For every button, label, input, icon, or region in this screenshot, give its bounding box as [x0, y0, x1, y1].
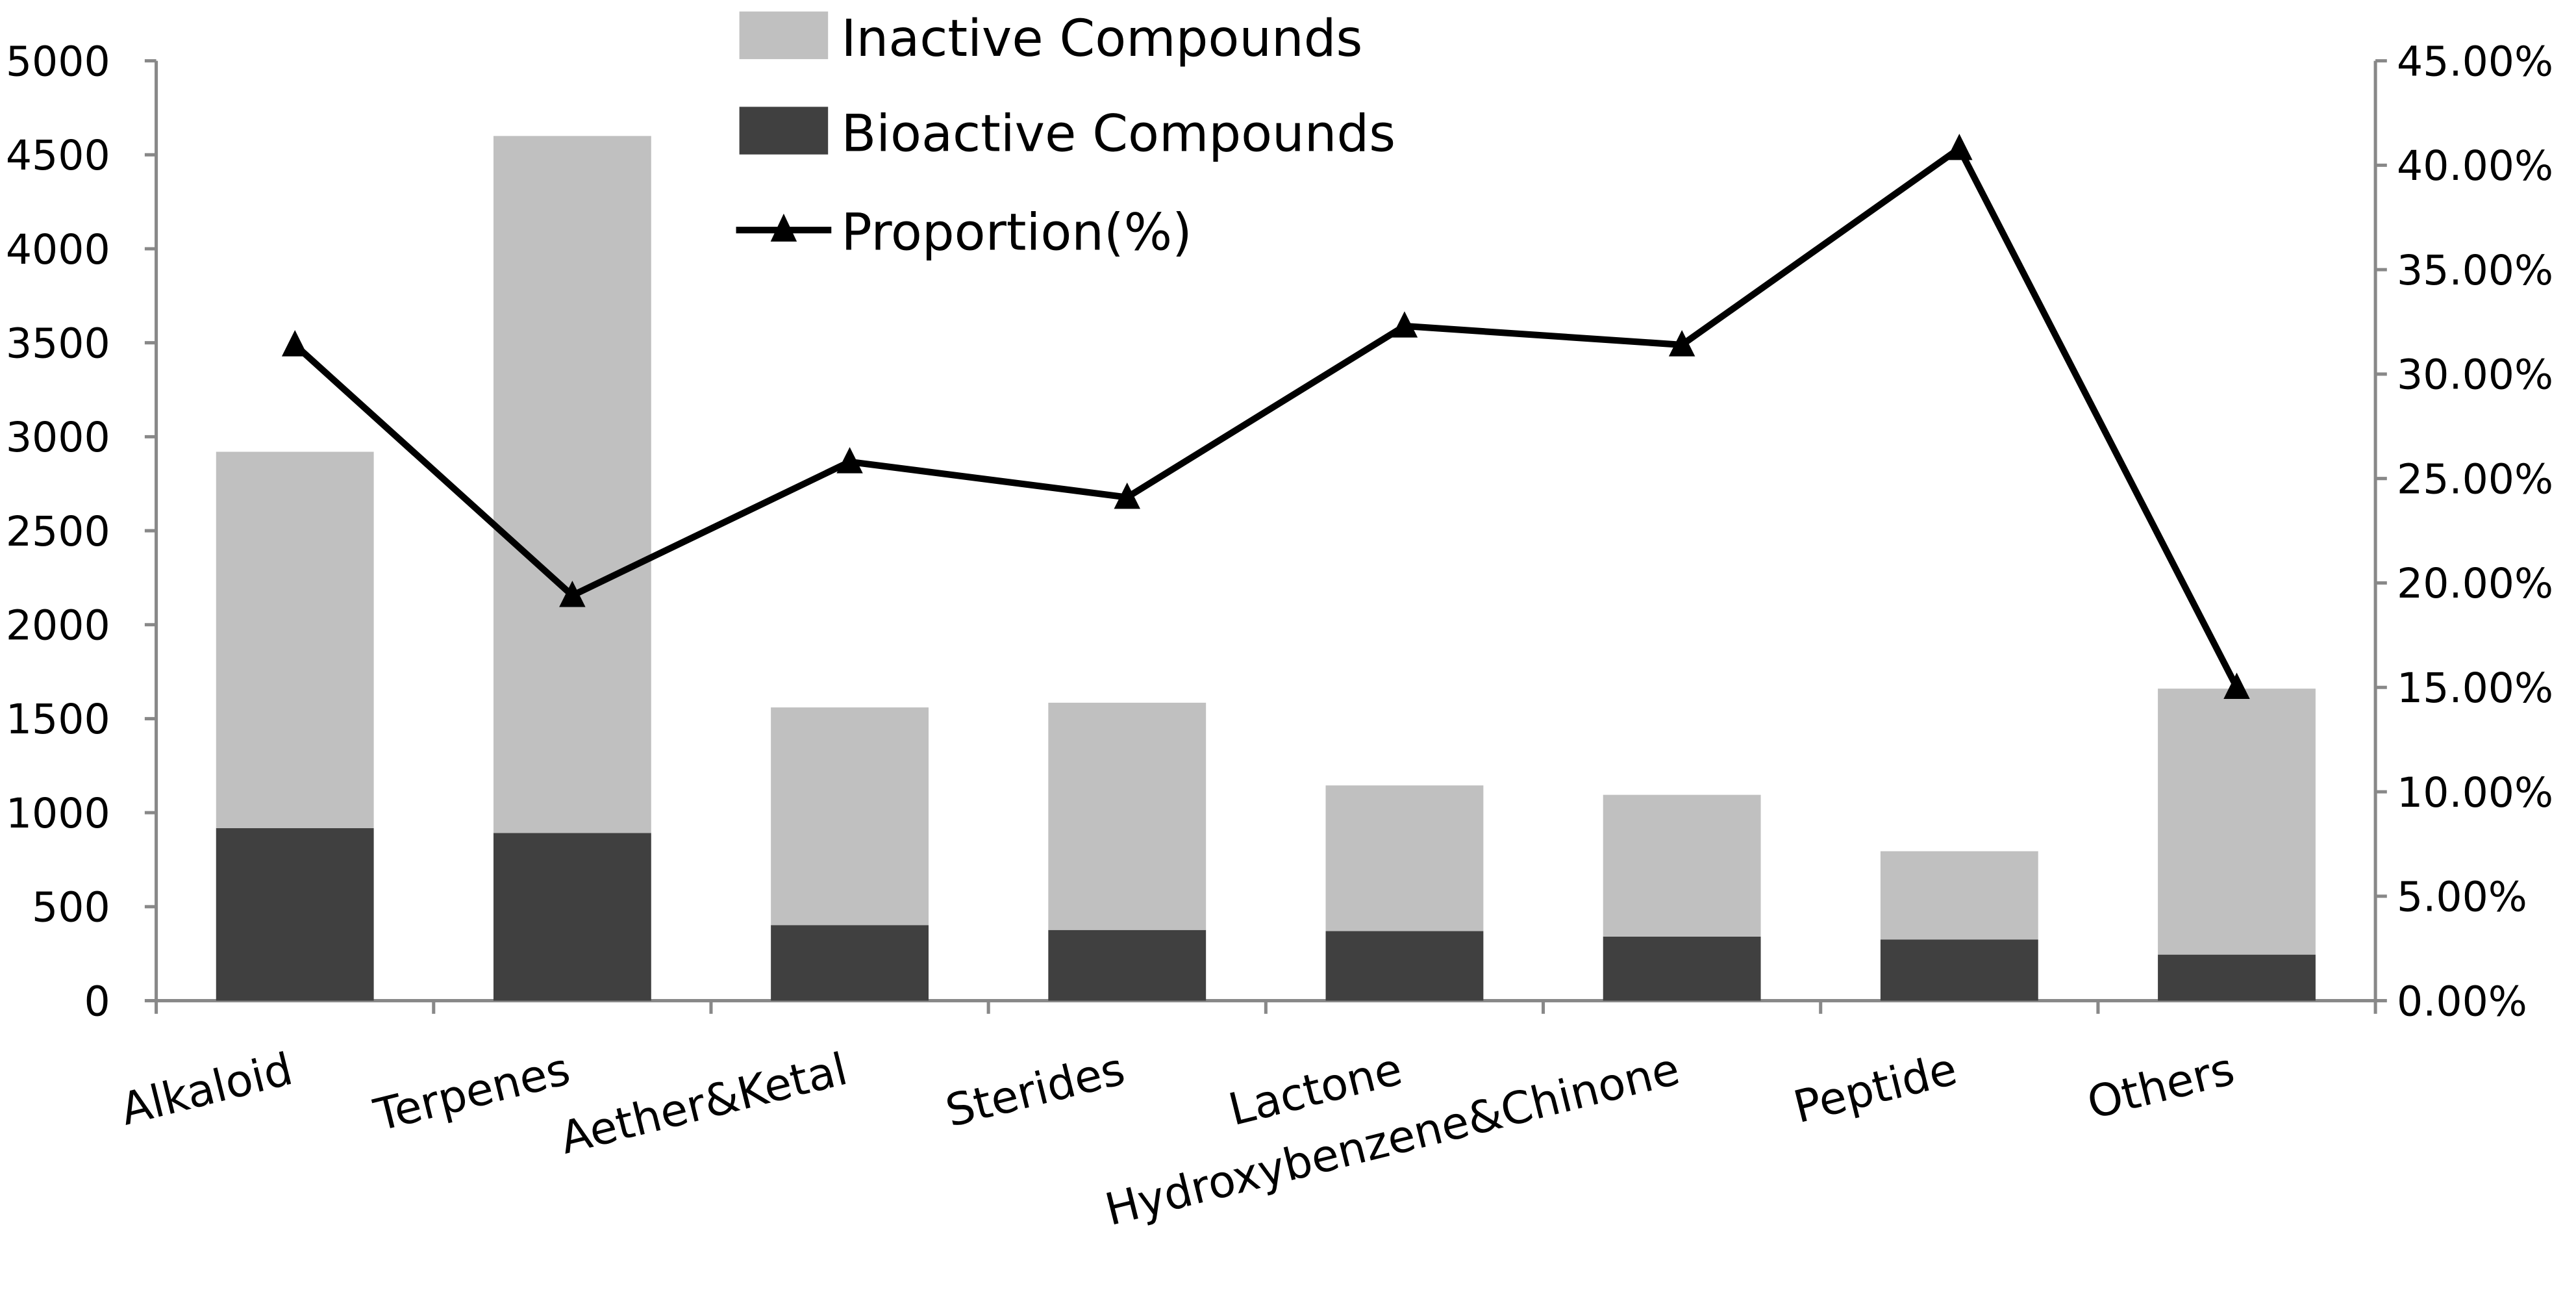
bar-bioactive-compounds: [216, 828, 374, 1001]
bar-bioactive-compounds: [1325, 931, 1484, 1001]
axes: 0 500 1000 1500 2000 2500 3000 3500 4000 4500 5000…: [6, 37, 2553, 1236]
bar-bioactive-compounds: [1603, 936, 1761, 1001]
x-tick-label: Peptide: [1789, 1044, 1962, 1133]
right-tick-label: 10.00%: [2397, 768, 2553, 816]
right-tick-label: 15.00%: [2397, 664, 2553, 712]
bar-inactive-compounds: [2158, 689, 2316, 955]
left-tick-label: 1500: [6, 695, 110, 743]
proportion-marker: [281, 330, 308, 357]
left-tick-label: 2500: [6, 507, 110, 555]
proportion-polyline: [292, 144, 2240, 689]
right-tick-label: 35.00%: [2397, 246, 2553, 294]
x-tick-label: Others: [2082, 1044, 2240, 1130]
left-tick-label: 3000: [6, 413, 110, 461]
legend-label-inactive: Inactive Compounds: [841, 9, 1362, 68]
legend-label-bioactive: Bioactive Compounds: [841, 105, 1395, 164]
bar-bioactive-compounds: [771, 925, 929, 1001]
left-tick-label: 4000: [6, 225, 110, 273]
legend-swatch-inactive: [739, 11, 829, 60]
right-tick-label: 40.00%: [2397, 142, 2553, 190]
bar-bioactive-compounds: [1048, 930, 1207, 1001]
left-tick-label: 3500: [6, 319, 110, 367]
right-tick-label: 5.00%: [2397, 873, 2527, 921]
legend-swatch-bioactive: [739, 107, 829, 155]
bar-bioactive-compounds: [493, 833, 651, 1001]
bar-inactive-compounds: [771, 707, 929, 926]
proportion-marker: [1114, 482, 1140, 509]
left-tick-label: 2000: [6, 601, 110, 650]
proportion-marker: [1391, 311, 1418, 338]
left-tick-label: 4500: [6, 131, 110, 179]
left-tick-label: 0: [84, 977, 110, 1025]
legend: Inactive Compounds Bioactive Compounds P…: [736, 9, 1395, 262]
legend-label-proportion: Proportion(%): [841, 203, 1192, 262]
left-tick-label: 1000: [6, 789, 110, 837]
bar-inactive-compounds: [493, 136, 651, 833]
proportion-marker: [836, 447, 863, 474]
bar-bioactive-compounds: [1880, 939, 2038, 1001]
right-tick-label: 45.00%: [2397, 37, 2553, 85]
x-tick-label: Terpenes: [369, 1044, 575, 1142]
right-tick-label: 20.00%: [2397, 559, 2553, 607]
right-tick-label: 30.00%: [2397, 351, 2553, 399]
bar-inactive-compounds: [216, 451, 374, 828]
bar-inactive-compounds: [1603, 794, 1761, 937]
bars: [216, 136, 2316, 1001]
left-tick-label: 5000: [6, 37, 110, 85]
proportion-marker: [559, 580, 586, 607]
left-tick-label: 500: [32, 883, 110, 931]
bar-inactive-compounds: [1880, 851, 2038, 940]
proportion-marker: [1668, 330, 1695, 357]
legend-triangle-marker: [770, 213, 797, 242]
bar-inactive-compounds: [1048, 702, 1207, 930]
bar-inactive-compounds: [1325, 785, 1484, 931]
proportion-marker: [1946, 133, 1973, 160]
proportion-line: [281, 133, 2250, 699]
right-tick-label: 0.00%: [2397, 977, 2527, 1025]
bar-bioactive-compounds: [2158, 954, 2316, 1001]
proportion-marker: [2223, 672, 2250, 699]
x-tick-label: Sterides: [941, 1044, 1130, 1137]
right-tick-label: 25.00%: [2397, 455, 2553, 503]
x-tick-label: Aether&Ketal: [555, 1044, 853, 1165]
x-tick-label: Alkaloid: [116, 1044, 297, 1136]
